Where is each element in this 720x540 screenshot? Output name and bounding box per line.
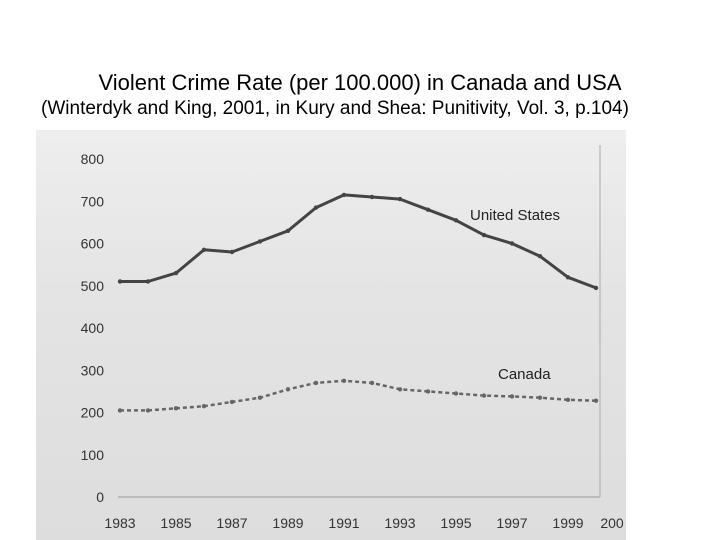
data-point-united-states bbox=[454, 218, 458, 222]
y-tick-label: 800 bbox=[81, 151, 105, 167]
data-point-canada bbox=[286, 387, 290, 391]
x-tick-label: 1985 bbox=[160, 515, 191, 531]
data-point-canada bbox=[370, 381, 374, 385]
y-tick-label: 100 bbox=[81, 447, 105, 463]
data-point-canada bbox=[342, 379, 346, 383]
data-point-canada bbox=[510, 394, 514, 398]
data-point-canada bbox=[118, 408, 122, 412]
data-point-canada bbox=[202, 404, 206, 408]
x-tick-label: 1997 bbox=[496, 515, 527, 531]
y-tick-label: 200 bbox=[81, 405, 105, 421]
y-tick-label: 0 bbox=[96, 489, 104, 505]
data-point-united-states bbox=[314, 205, 318, 209]
series-line-canada bbox=[120, 381, 596, 411]
data-point-canada bbox=[482, 393, 486, 397]
data-point-united-states bbox=[146, 279, 150, 283]
y-tick-label: 500 bbox=[81, 278, 105, 294]
data-point-canada bbox=[314, 381, 318, 385]
y-tick-label: 400 bbox=[81, 320, 105, 336]
x-tick-label: 1989 bbox=[272, 515, 303, 531]
data-point-united-states bbox=[398, 197, 402, 201]
x-tick-label: 200 bbox=[600, 515, 624, 531]
data-point-united-states bbox=[538, 254, 542, 258]
x-tick-label: 1987 bbox=[216, 515, 247, 531]
data-point-united-states bbox=[174, 271, 178, 275]
data-point-canada bbox=[398, 387, 402, 391]
data-point-united-states bbox=[426, 208, 430, 212]
data-point-canada bbox=[146, 408, 150, 412]
y-axis-ticks: 0 100 200 300 400 500 600 700 800 bbox=[81, 151, 105, 505]
data-point-united-states bbox=[594, 286, 598, 290]
x-tick-label: 1999 bbox=[552, 515, 583, 531]
data-point-united-states bbox=[258, 239, 262, 243]
x-tick-label: 1993 bbox=[384, 515, 415, 531]
data-point-united-states bbox=[230, 250, 234, 254]
data-point-canada bbox=[426, 389, 430, 393]
data-point-canada bbox=[258, 396, 262, 400]
data-point-united-states bbox=[118, 279, 122, 283]
x-tick-label: 1983 bbox=[104, 515, 135, 531]
data-point-united-states bbox=[342, 193, 346, 197]
series-label-canada: Canada bbox=[498, 366, 551, 383]
data-point-canada bbox=[566, 398, 570, 402]
data-point-canada bbox=[538, 396, 542, 400]
x-tick-label: 1991 bbox=[328, 515, 359, 531]
data-point-united-states bbox=[202, 248, 206, 252]
y-tick-label: 700 bbox=[81, 193, 105, 209]
x-tick-label: 1995 bbox=[440, 515, 471, 531]
x-axis-ticks: 1983 1985 1987 1989 1991 1993 1995 1997 1999 200 bbox=[104, 515, 623, 531]
data-point-united-states bbox=[482, 233, 486, 237]
data-point-united-states bbox=[566, 275, 570, 279]
series-label-united-states: United States bbox=[470, 207, 560, 224]
data-point-canada bbox=[230, 400, 234, 404]
data-point-canada bbox=[594, 399, 598, 403]
y-tick-label: 300 bbox=[81, 362, 105, 378]
y-tick-label: 600 bbox=[81, 236, 105, 252]
data-point-canada bbox=[174, 406, 178, 410]
data-point-canada bbox=[454, 391, 458, 395]
data-point-united-states bbox=[286, 229, 290, 233]
data-point-united-states bbox=[370, 195, 374, 199]
data-point-united-states bbox=[510, 241, 514, 245]
